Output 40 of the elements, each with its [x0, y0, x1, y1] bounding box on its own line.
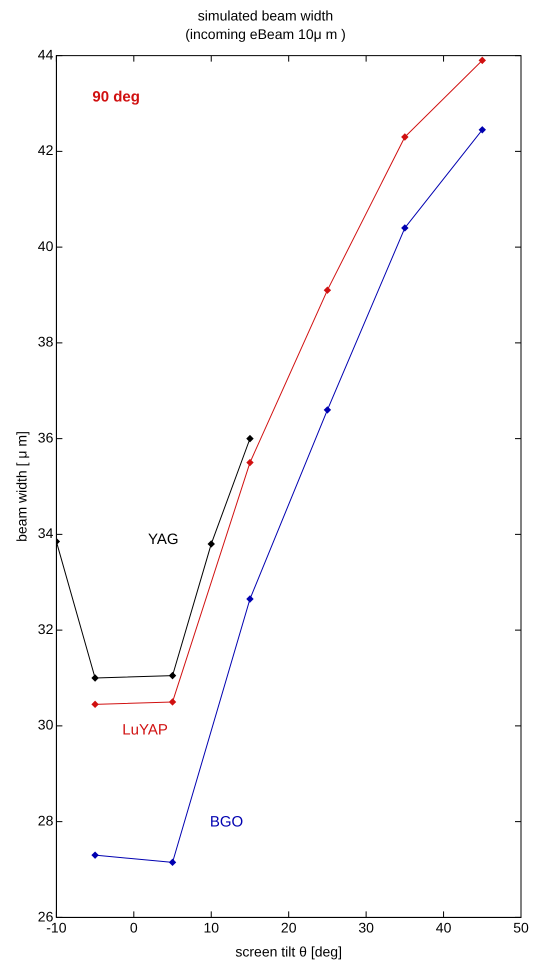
series-label: LuYAP: [122, 721, 168, 738]
point: [92, 700, 99, 708]
y-tick-label: 42: [38, 142, 54, 158]
y-tick-label: 34: [38, 525, 54, 542]
y-tick-label: 28: [38, 812, 54, 829]
x-tick-label: 50: [513, 920, 529, 936]
x-tick-label: 20: [280, 920, 297, 936]
point: [169, 858, 176, 866]
y-tick-label: 26: [38, 908, 54, 924]
point: [92, 674, 99, 682]
x-tick-label: 0: [130, 920, 138, 936]
y-tick-label: 40: [38, 238, 54, 254]
point: [324, 406, 331, 414]
x-axis-title: screen tilt θ [deg]: [235, 943, 342, 960]
chart-subtitle: (incoming eBeam 10μ m ): [185, 26, 346, 42]
x-tick-label: 10: [203, 920, 220, 936]
annotation: 90 deg: [92, 88, 140, 106]
chart-title: simulated beam width: [198, 7, 334, 24]
point: [246, 596, 254, 603]
y-tick-label: 32: [38, 620, 54, 637]
y-tick-label: 36: [38, 429, 54, 446]
point: [401, 133, 408, 140]
point: [169, 672, 176, 680]
series-label: BGO: [210, 813, 244, 830]
x-tick-label: 40: [436, 920, 452, 936]
point: [169, 698, 176, 706]
y-axis-title: beam width [ μ m]: [13, 431, 30, 542]
text: YAG: [148, 531, 179, 548]
point: [324, 286, 331, 294]
point: [478, 126, 486, 134]
y-tick-label: 44: [38, 46, 54, 62]
point: [92, 852, 99, 859]
point: [246, 435, 254, 442]
point: [246, 459, 254, 466]
point: [401, 224, 408, 232]
point: [208, 540, 215, 548]
point: [478, 56, 486, 64]
y-tick-label: 38: [38, 334, 54, 350]
x-tick-label: 30: [358, 920, 374, 936]
y-tick-label: 30: [38, 716, 54, 733]
